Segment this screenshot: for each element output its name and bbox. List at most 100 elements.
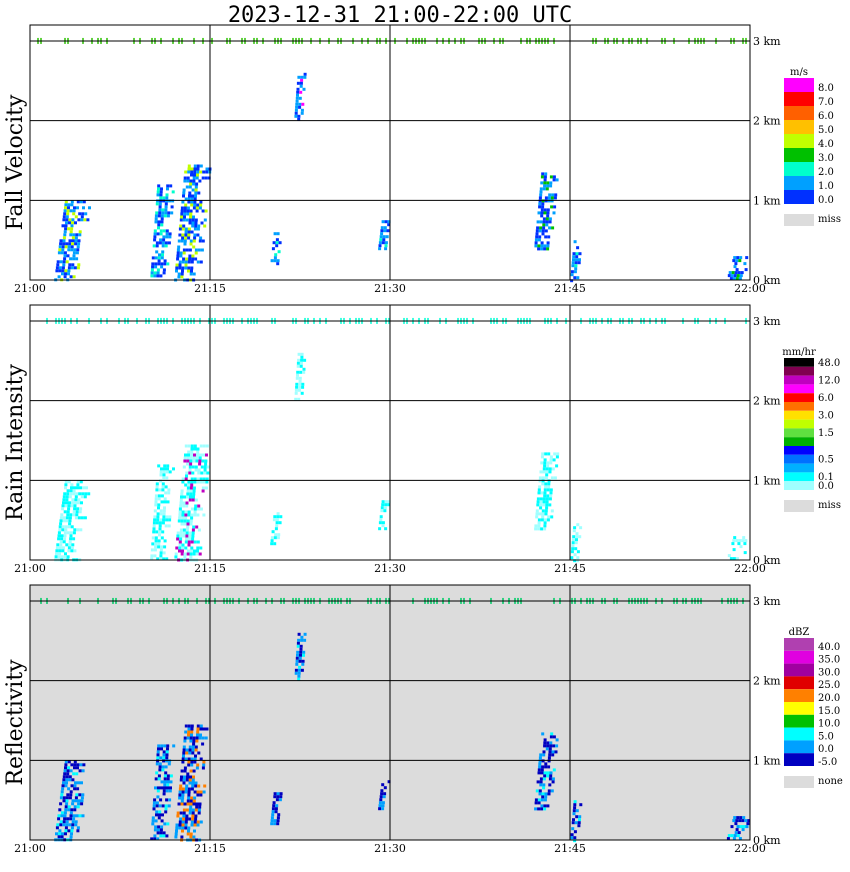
echo-cell: [189, 802, 193, 806]
echo-cell: [80, 516, 84, 520]
echo-cell: [194, 498, 198, 502]
echo-cell: [66, 793, 70, 797]
echo-cell: [297, 677, 301, 681]
echo-cell: [67, 805, 71, 809]
colorbar-miss-swatch: [784, 214, 814, 226]
echo-cell: [158, 253, 161, 257]
colorbar-label: 7.0: [818, 97, 834, 108]
echo-cell: [72, 212, 76, 216]
echo-cell: [730, 834, 734, 838]
echo-cell: [76, 248, 80, 252]
echo-cell: [184, 513, 188, 517]
echo-cell: [578, 252, 582, 256]
y-tick-label: 1 km: [753, 754, 781, 767]
echo-cell: [275, 244, 279, 248]
echo-cell: [278, 798, 282, 802]
echo-cell: [153, 798, 157, 802]
echo-cell: [382, 795, 386, 799]
echo-cell: [276, 512, 280, 516]
colorbar-label: 48.0: [818, 358, 840, 369]
echo-cell: [165, 557, 169, 561]
echo-cell: [549, 181, 553, 185]
x-tick-label: 21:15: [194, 282, 226, 295]
echo-cell: [186, 492, 190, 496]
echo-cell: [177, 519, 181, 523]
echo-cell: [190, 760, 194, 764]
echo-cell: [204, 486, 208, 490]
echo-cell: [192, 739, 196, 743]
echo-cell: [194, 251, 198, 255]
echo-cell: [65, 215, 69, 219]
echo-cell: [65, 775, 69, 779]
echo-cell: [273, 259, 277, 263]
echo-cell: [87, 492, 91, 496]
echo-cell: [276, 515, 280, 519]
echo-cell: [179, 498, 183, 502]
echo-cell: [294, 111, 298, 115]
echo-cell: [58, 528, 62, 532]
echo-cell: [164, 205, 168, 209]
echo-cell: [159, 548, 163, 552]
echo-cell: [296, 81, 300, 85]
echo-cell: [276, 792, 280, 796]
echo-cell: [738, 259, 742, 263]
echo-cell: [167, 491, 171, 495]
echo-cell: [537, 771, 541, 775]
echo-cell: [744, 268, 748, 272]
echo-cell: [159, 554, 163, 558]
echo-cell: [572, 818, 575, 822]
echo-cell: [74, 820, 78, 824]
echo-cell: [153, 554, 157, 558]
echo-cell: [579, 803, 583, 807]
echo-cell: [551, 193, 555, 197]
echo-cell: [168, 470, 172, 474]
echo-cell: [736, 274, 740, 278]
echo-cell: [182, 504, 186, 508]
echo-cell: [68, 796, 72, 800]
echo-cell: [537, 238, 541, 242]
echo-cell: [543, 518, 547, 522]
echo-cell: [154, 542, 158, 546]
echo-cell: [187, 444, 191, 448]
echo-cell: [192, 215, 195, 219]
echo-cell: [297, 352, 301, 356]
echo-cell: [176, 531, 180, 535]
echo-cell: [295, 662, 299, 666]
echo-cell: [152, 530, 156, 534]
echo-cell: [67, 203, 71, 207]
echo-cell: [61, 832, 64, 836]
echo-cell: [57, 251, 61, 255]
echo-cell: [158, 208, 162, 212]
echo-cell: [189, 736, 193, 740]
echo-cell: [169, 774, 173, 778]
echo-cell: [746, 822, 750, 826]
echo-cell: [187, 757, 191, 761]
echo-cell: [162, 196, 166, 200]
echo-cell: [181, 760, 185, 764]
echo-cell: [181, 820, 185, 824]
echo-cell: [539, 220, 543, 224]
echo-cell: [300, 111, 304, 115]
echo-cell: [176, 811, 180, 815]
echo-cell: [277, 533, 281, 537]
echo-cell: [60, 811, 64, 815]
echo-cell: [190, 197, 194, 201]
echo-cell: [576, 276, 580, 280]
echo-cell: [154, 262, 158, 266]
echo-cell: [156, 274, 160, 278]
echo-cell: [195, 176, 199, 180]
echo-cell: [204, 176, 208, 180]
echo-cell: [60, 251, 64, 255]
echo-cell: [157, 220, 161, 224]
echo-cell: [188, 465, 192, 469]
echo-cell: [274, 533, 278, 537]
echo-cell: [176, 257, 180, 261]
echo-cell: [158, 533, 161, 537]
echo-cell: [71, 236, 75, 240]
echo-cell: [198, 456, 202, 460]
echo-cell: [575, 532, 579, 536]
echo-cell: [190, 546, 194, 550]
echo-cell: [204, 736, 208, 740]
echo-cell: [163, 780, 167, 784]
echo-cell: [86, 218, 90, 222]
